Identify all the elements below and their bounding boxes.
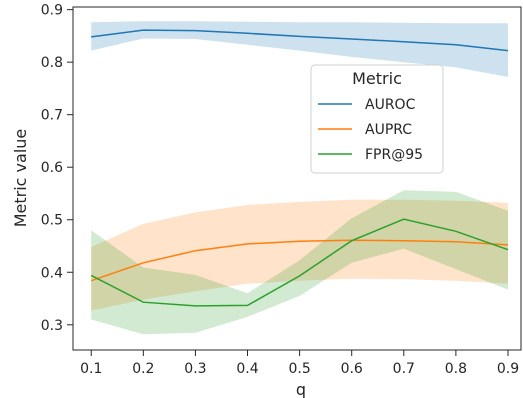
x-tick-label: 0.7 (393, 361, 415, 377)
auprc-band (91, 199, 508, 311)
auprc-line (90, 239, 509, 282)
x-axis: 0.1 0.2 0.3 0.4 0.5 0.6 0.7 0.8 0.9 (80, 350, 519, 377)
legend-label-fpr-95: FPR@95 (365, 147, 423, 163)
legend-label-auroc: AUROC (365, 97, 416, 113)
y-tick-label: 0.8 (41, 55, 63, 71)
y-tick-label: 0.4 (41, 265, 63, 281)
y-tick-label: 0.3 (41, 318, 63, 334)
y-tick-label: 0.7 (41, 108, 63, 124)
y-axis-label: Metric value (11, 129, 30, 228)
x-axis-label: q (296, 380, 306, 398)
confidence-bands (91, 21, 508, 335)
auroc-line (91, 29, 509, 52)
y-axis: 0.3 0.4 0.5 0.6 0.7 0.8 0.9 (41, 3, 73, 334)
fpr-95-band (91, 190, 508, 335)
legend-label-auprc: AUPRC (365, 122, 412, 138)
auroc-band (91, 21, 508, 77)
y-tick-label: 0.9 (41, 3, 63, 19)
series-lines (90, 29, 509, 307)
x-tick-label: 0.1 (80, 361, 102, 377)
x-tick-label: 0.5 (288, 361, 310, 377)
x-tick-label: 0.6 (341, 361, 363, 377)
x-tick-label: 0.9 (497, 361, 519, 377)
y-tick-label: 0.5 (41, 213, 63, 229)
legend-title: Metric (352, 69, 402, 88)
fpr-95-line (90, 218, 509, 307)
x-tick-label: 0.3 (184, 361, 206, 377)
x-tick-label: 0.2 (132, 361, 154, 377)
y-tick-label: 0.6 (41, 160, 63, 176)
plot-area-frame (72, 6, 522, 351)
legend-box (310, 64, 444, 174)
x-tick-label: 0.4 (236, 361, 258, 377)
legend: Metric AUROC AUPRC FPR@95 (310, 64, 444, 174)
x-tick-label: 0.8 (445, 361, 467, 377)
